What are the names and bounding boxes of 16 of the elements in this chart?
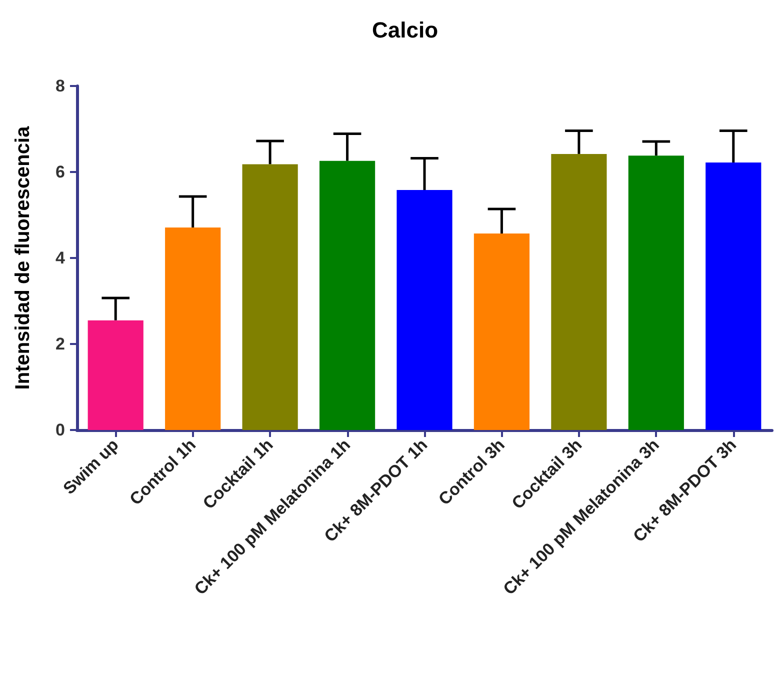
bar <box>474 233 530 430</box>
bar <box>165 227 221 430</box>
bar <box>396 190 452 430</box>
bar <box>706 162 762 430</box>
bar <box>242 164 298 430</box>
y-tick-label: 2 <box>56 334 65 354</box>
y-tick-label: 6 <box>56 162 65 182</box>
y-tick-label: 0 <box>56 420 65 440</box>
y-axis-title: Intensidad de fluorescencia <box>12 125 34 390</box>
bar <box>319 160 376 430</box>
bar <box>88 320 144 430</box>
y-tick-label: 4 <box>56 248 66 268</box>
bar <box>551 154 607 430</box>
chart-title: Calcio <box>372 18 438 42</box>
y-tick-label: 8 <box>56 76 65 96</box>
bar <box>628 156 684 430</box>
